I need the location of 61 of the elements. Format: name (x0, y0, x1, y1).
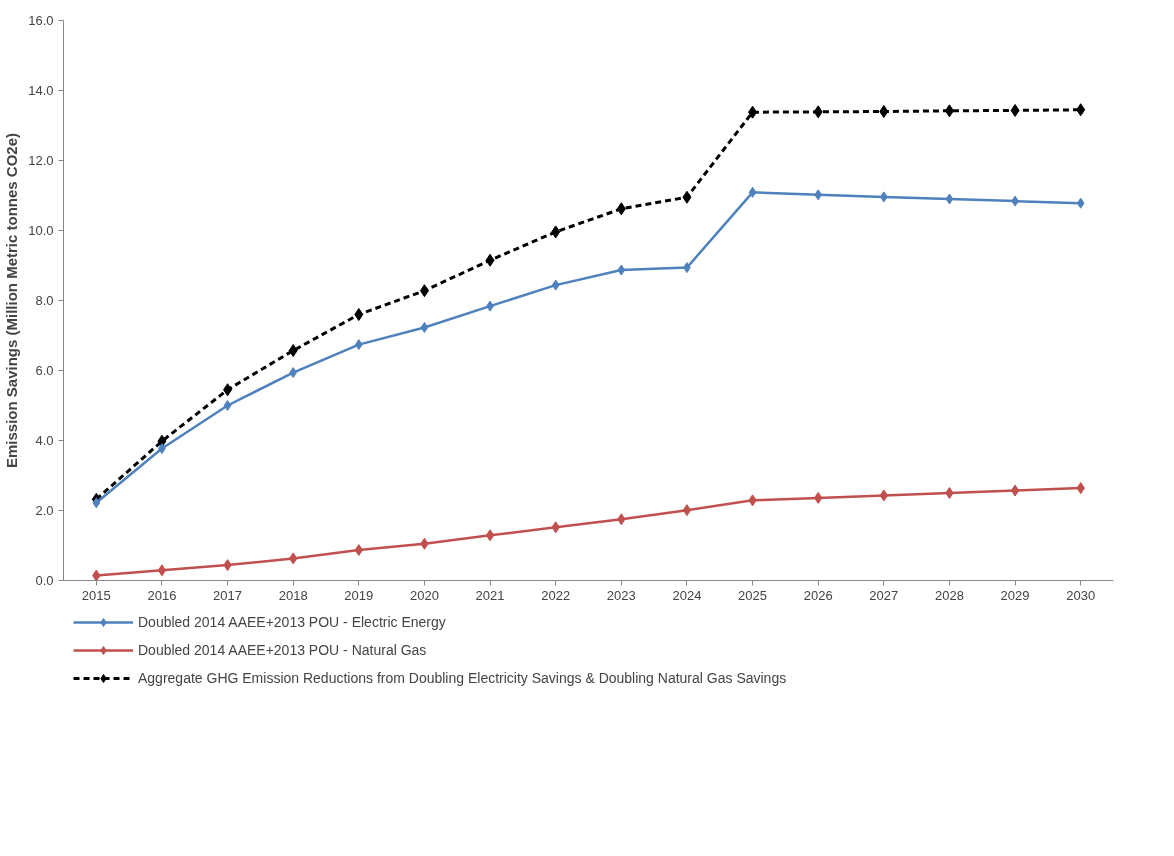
point (617, 264, 626, 276)
point (748, 186, 757, 198)
point (682, 504, 692, 517)
point (92, 569, 101, 581)
x-tick-label: 2023 (606, 587, 636, 603)
y-tick-label: 10.0 (28, 223, 54, 238)
x-tick-label: 2016 (147, 587, 177, 603)
point (420, 321, 429, 333)
x-tick-label: 2019 (344, 587, 374, 603)
point (682, 190, 692, 204)
y-tick-label: 16.0 (28, 13, 54, 28)
y-tick-label: 14.0 (28, 83, 54, 98)
point (944, 104, 954, 118)
point (92, 497, 101, 509)
point (748, 105, 758, 119)
point (1010, 103, 1020, 117)
legend-label: Doubled 2014 AAEE+2013 POU - Natural Gas (138, 642, 427, 658)
y-tick-label: 4.0 (35, 433, 54, 448)
x-tick-label: 2020 (409, 587, 439, 603)
point (354, 308, 364, 321)
x-tick-label: 2029 (1000, 587, 1030, 603)
point (551, 225, 561, 239)
point (223, 383, 233, 397)
point (814, 189, 823, 201)
point (616, 202, 626, 216)
point (157, 564, 167, 577)
x-tick-label: 2028 (934, 587, 964, 603)
y-tick-label: 0.0 (35, 573, 54, 588)
y-tick-label: 6.0 (35, 363, 54, 378)
y-tick-label: 12.0 (28, 153, 54, 168)
point (813, 105, 823, 119)
x-tick-label: 2018 (278, 587, 308, 603)
y-tick-label: 2.0 (35, 503, 54, 518)
legend-label: Aggregate GHG Emission Reductions from Doubling Electricity Savings & Doubling Natural Gas Savings (138, 670, 787, 686)
x-tick-label: 2017 (213, 587, 243, 603)
y-tick-label: 8.0 (35, 293, 54, 308)
point (485, 253, 495, 267)
point (1076, 197, 1085, 209)
x-tick-label: 2027 (869, 587, 899, 603)
point (289, 367, 298, 379)
x-tick-label: 2024 (672, 587, 702, 603)
point (1010, 484, 1020, 497)
point (945, 193, 954, 205)
point (288, 344, 298, 358)
x-tick-label: 2025 (738, 587, 768, 603)
point (1076, 103, 1086, 117)
point (879, 191, 888, 203)
point (879, 105, 889, 118)
point (945, 487, 954, 499)
point (223, 400, 232, 411)
legend-label: Doubled 2014 AAEE+2013 POU - Electric Energy (138, 614, 446, 630)
y-axis-title: Emission Savings (Million Metric tonnes CO2e) (3, 132, 21, 469)
point (354, 339, 363, 351)
x-tick-label: 2015 (81, 587, 111, 603)
point (551, 279, 560, 291)
x-tick-label: 2026 (803, 587, 833, 603)
x-tick-label: 2022 (541, 587, 571, 603)
point (485, 529, 495, 542)
x-tick-label: 2030 (1066, 587, 1096, 603)
x-tick-label: 2021 (475, 587, 505, 603)
point (419, 284, 429, 298)
